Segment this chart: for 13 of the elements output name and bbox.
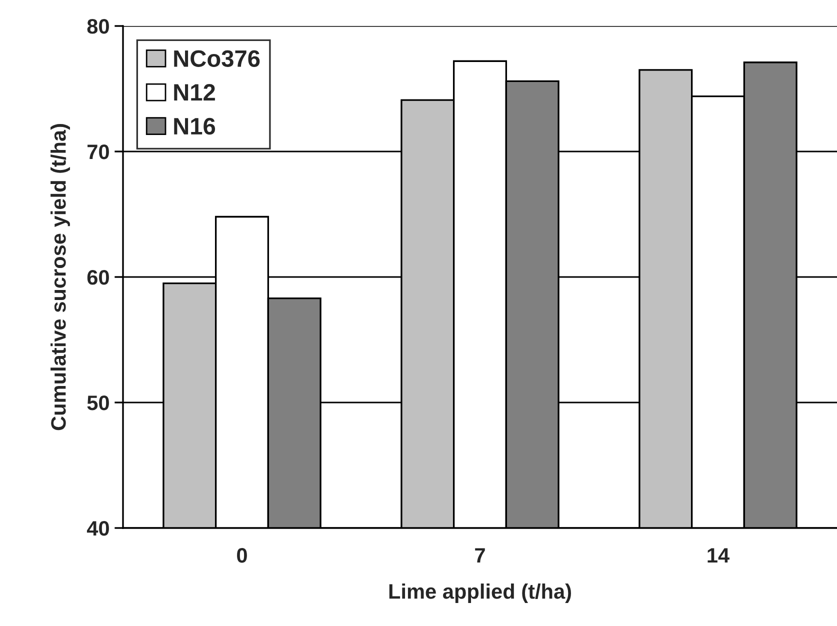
x-axis-title: Lime applied (t/ha) (389, 584, 571, 603)
x-tick-label: 0 (237, 548, 247, 563)
x-tick-label: 7 (475, 548, 485, 563)
y-tick-label: 70 (88, 144, 109, 160)
y-tick-label: 50 (87, 396, 109, 410)
x-tick-label: 14 (708, 548, 730, 563)
legend-label: N12 (174, 84, 215, 101)
legend-label: NCo376 (174, 50, 260, 67)
y-axis-title: Cumulative sucrose yield (t/ha) (50, 124, 70, 430)
y-tick-label: 40 (86, 521, 109, 536)
legend-label: N16 (174, 118, 216, 135)
y-tick-label: 80 (87, 19, 109, 34)
y-tick-label: 60 (87, 270, 109, 285)
